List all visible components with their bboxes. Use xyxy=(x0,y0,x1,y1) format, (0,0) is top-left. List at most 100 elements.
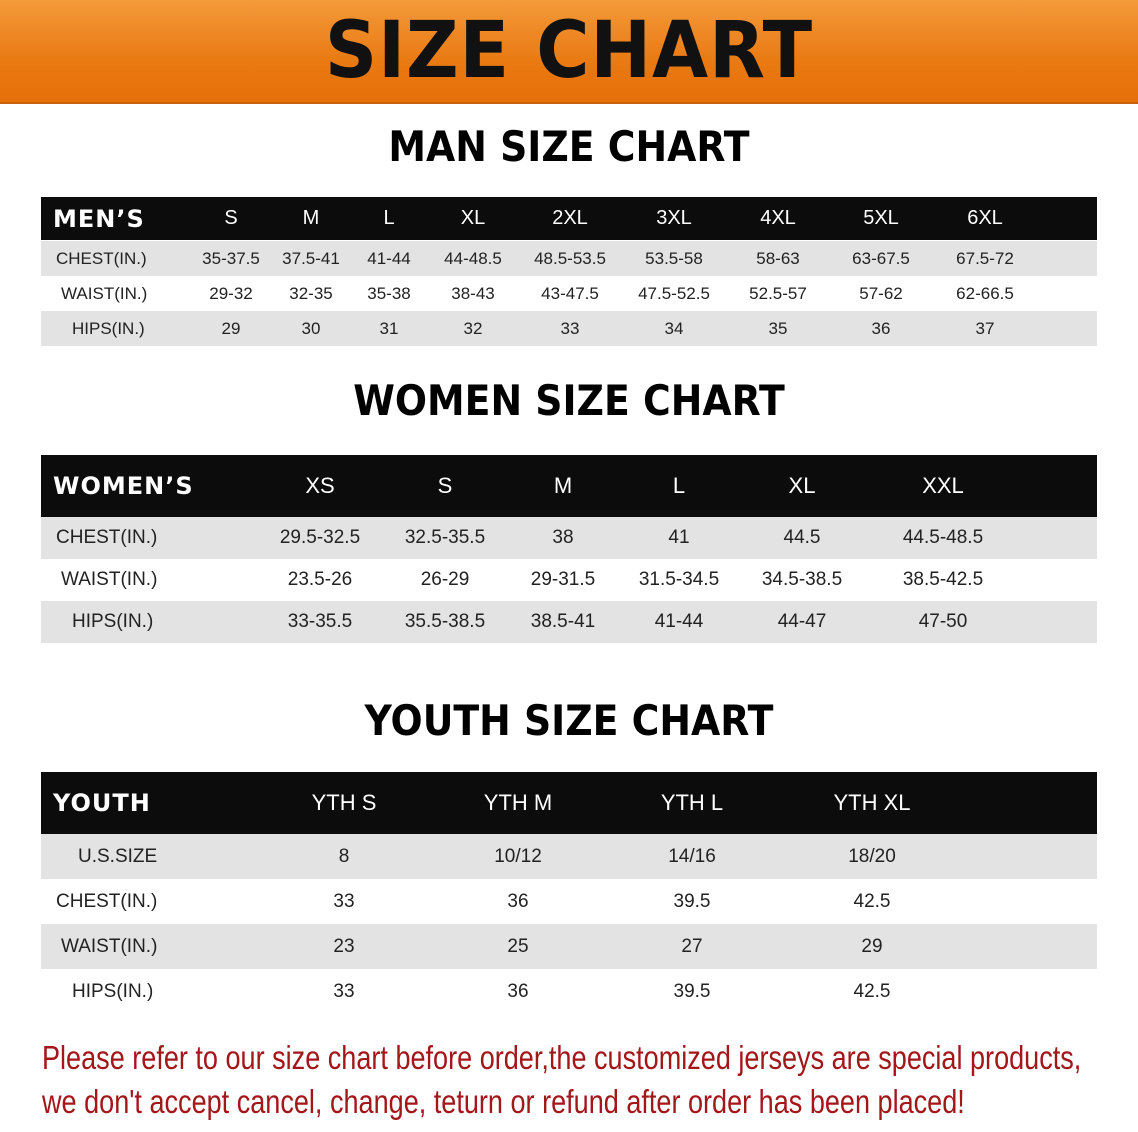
size-header: YTH S xyxy=(311,790,377,815)
row-label: CHEST(IN.) xyxy=(56,527,158,548)
table-cell: 57-62 xyxy=(859,283,903,303)
women-section-title: WOMEN SIZE CHART xyxy=(353,376,785,425)
table-cell: 27 xyxy=(681,935,703,957)
table-cell: 37.5-41 xyxy=(282,248,340,268)
men-header-row: MEN’S S M L XL 2XL 3XL 4XL 5XL 6XL xyxy=(41,197,1097,240)
youth-size-table: YOUTH YTH S YTH M YTH L YTH XL U.S.SIZE 8 10/12… xyxy=(41,772,1097,1016)
table-cell: 44-47 xyxy=(777,611,827,632)
table-cell: 35-37.5 xyxy=(202,248,260,268)
youth-header-row: YOUTH YTH S YTH M YTH L YTH XL xyxy=(41,772,1097,834)
table-cell: 44.5-48.5 xyxy=(902,527,984,548)
size-header: L xyxy=(672,473,686,498)
notice: Please refer to our size chart before or… xyxy=(42,1036,1108,1124)
table-cell: 39.5 xyxy=(673,890,711,912)
table-cell: 41 xyxy=(668,527,690,548)
row-label: HIPS(IN.) xyxy=(72,980,154,1002)
table-cell: 33-35.5 xyxy=(287,611,353,632)
men-size-table: MEN’S S M L XL 2XL 3XL 4XL 5XL 6XL CHEST(IN.) 35-37… xyxy=(41,197,1097,346)
men-corner-label: MEN’S xyxy=(53,204,145,233)
table-cell: 58-63 xyxy=(756,248,800,268)
table-cell: 37 xyxy=(975,318,995,338)
row-label: WAIST(IN.) xyxy=(61,283,148,303)
table-cell: 52.5-57 xyxy=(749,283,807,303)
size-header: XL xyxy=(788,473,816,498)
table-cell: 31 xyxy=(379,318,399,338)
table-cell: 26-29 xyxy=(420,569,470,590)
table-cell: 25 xyxy=(507,935,529,957)
table-row: CHEST(IN.) 33 36 39.5 42.5 xyxy=(41,879,1097,924)
table-cell: 34 xyxy=(664,318,684,338)
banner: SIZE CHART xyxy=(0,0,1138,104)
table-cell: 42.5 xyxy=(853,980,891,1002)
table-row: WAIST(IN.) 23.5-26 26-29 29-31.5 31.5-34.5 34… xyxy=(41,559,1097,601)
table-cell: 36 xyxy=(507,980,529,1002)
table-cell: 48.5-53.5 xyxy=(534,248,606,268)
size-header: XL xyxy=(460,207,486,229)
table-row: WAIST(IN.) 23 25 27 29 xyxy=(41,924,1097,969)
table-cell: 35-38 xyxy=(367,283,411,303)
table-cell: 14/16 xyxy=(668,845,716,867)
size-header: 4XL xyxy=(760,207,796,229)
table-cell: 36 xyxy=(507,890,529,912)
table-cell: 38-43 xyxy=(451,283,495,303)
table-row: CHEST(IN.) 29.5-32.5 32.5-35.5 38 41 44.5 44.5… xyxy=(41,517,1097,559)
row-label: CHEST(IN.) xyxy=(56,890,158,912)
size-header: XXL xyxy=(922,473,964,498)
table-cell: 23 xyxy=(333,935,355,957)
table-cell: 8 xyxy=(338,845,350,867)
banner-title: SIZE CHART xyxy=(324,6,814,96)
women-size-table: WOMEN’S XS S M L XL XXL CHEST(IN.) 29.5-32.5 32.5… xyxy=(41,455,1097,645)
size-header: M xyxy=(302,207,320,229)
table-cell: 63-67.5 xyxy=(852,248,910,268)
table-cell: 23.5-26 xyxy=(287,569,353,590)
table-cell: 35 xyxy=(768,318,788,338)
table-cell: 47-50 xyxy=(918,611,968,632)
youth-corner-label: YOUTH xyxy=(53,789,151,817)
men-section-title: MAN SIZE CHART xyxy=(388,122,750,171)
table-cell: 32.5-35.5 xyxy=(404,527,486,548)
notice-line-2: we don't accept cancel, change, teturn o… xyxy=(42,1083,965,1120)
table-cell: 30 xyxy=(301,318,321,338)
table-cell: 29 xyxy=(861,935,883,957)
row-label: HIPS(IN.) xyxy=(72,611,154,632)
women-header-row: WOMEN’S XS S M L XL XXL xyxy=(41,455,1097,517)
size-header: 3XL xyxy=(656,207,692,229)
table-cell: 31.5-34.5 xyxy=(638,569,720,590)
table-row: CHEST(IN.) 35-37.5 37.5-41 41-44 44-48.5 48.5… xyxy=(41,241,1097,276)
table-cell: 42.5 xyxy=(853,890,891,912)
row-label: WAIST(IN.) xyxy=(61,569,158,590)
size-header: YTH M xyxy=(483,790,553,815)
table-cell: 35.5-38.5 xyxy=(404,611,486,632)
row-label: HIPS(IN.) xyxy=(72,318,145,338)
table-cell: 33 xyxy=(333,890,355,912)
size-header: S xyxy=(437,473,453,498)
table-cell: 38 xyxy=(552,527,574,548)
table-row: WAIST(IN.) 29-32 32-35 35-38 38-43 43-47.5 47.… xyxy=(41,276,1097,311)
size-header: L xyxy=(383,207,395,229)
table-cell: 62-66.5 xyxy=(956,283,1014,303)
table-cell: 18/20 xyxy=(848,845,896,867)
table-cell: 34.5-38.5 xyxy=(761,569,843,590)
table-row: U.S.SIZE 8 10/12 14/16 18/20 xyxy=(41,834,1097,879)
size-header: S xyxy=(224,207,238,229)
table-cell: 33 xyxy=(333,980,355,1002)
table-cell: 29 xyxy=(221,318,241,338)
row-label: U.S.SIZE xyxy=(78,845,158,867)
table-cell: 44-48.5 xyxy=(444,248,502,268)
table-cell: 29-31.5 xyxy=(530,569,596,590)
size-header: YTH XL xyxy=(833,790,911,815)
table-cell: 32-35 xyxy=(289,283,333,303)
size-header: YTH L xyxy=(660,790,724,815)
table-row: HIPS(IN.) 33-35.5 35.5-38.5 38.5-41 41-44 44-… xyxy=(41,601,1097,643)
table-cell: 44.5 xyxy=(783,527,821,548)
table-cell: 29-32 xyxy=(209,283,253,303)
size-header: XS xyxy=(305,473,335,498)
table-cell: 47.5-52.5 xyxy=(638,283,710,303)
row-label: WAIST(IN.) xyxy=(61,935,158,957)
table-cell: 38.5-42.5 xyxy=(902,569,984,590)
table-cell: 32 xyxy=(463,318,483,338)
table-row: HIPS(IN.) 29 30 31 32 33 34 35 36 37 xyxy=(41,311,1097,346)
size-header: 6XL xyxy=(967,207,1003,229)
youth-section-title: YOUTH SIZE CHART xyxy=(364,696,774,745)
table-cell: 36 xyxy=(871,318,891,338)
